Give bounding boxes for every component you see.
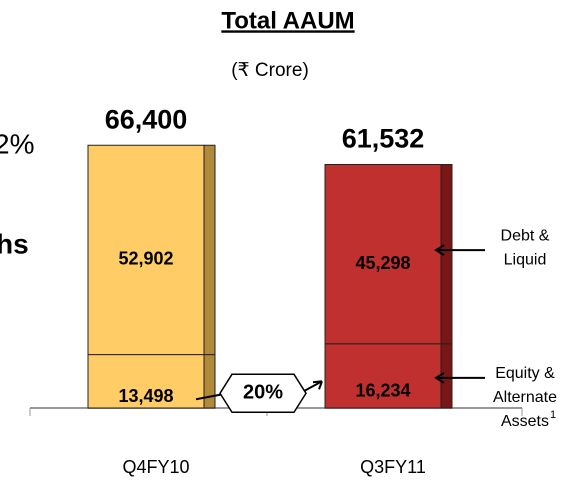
bar-segment bbox=[324, 164, 442, 345]
legend-label: Assets bbox=[501, 413, 549, 430]
chart-title: Total AAUM bbox=[221, 7, 354, 34]
bar-segment bbox=[87, 144, 205, 356]
total-label: 66,400 bbox=[105, 104, 188, 134]
bar-segment bbox=[324, 343, 442, 409]
bar-side bbox=[440, 343, 453, 409]
total-label: 61,532 bbox=[342, 124, 425, 154]
footnote-mark: 1 bbox=[550, 409, 556, 421]
value-label: 52,902 bbox=[118, 249, 173, 269]
bar-side bbox=[203, 354, 216, 409]
cropped-text: 2% bbox=[0, 128, 34, 159]
value-label: 16,234 bbox=[355, 381, 410, 401]
category-label: Q4FY10 bbox=[122, 457, 189, 477]
bar-side bbox=[203, 144, 216, 356]
value-label: 13,498 bbox=[118, 386, 173, 406]
arrow bbox=[434, 372, 485, 384]
growth-label: 20% bbox=[243, 382, 283, 404]
chart-subtitle: (₹ Crore) bbox=[231, 60, 309, 81]
value-label: 45,298 bbox=[355, 253, 410, 273]
category-label: Q3FY11 bbox=[360, 457, 426, 477]
cropped-text: hs bbox=[0, 228, 29, 259]
legend-label: Equity & bbox=[495, 365, 555, 382]
legend-label: Alternate bbox=[493, 389, 557, 406]
bar-segment bbox=[87, 354, 205, 409]
legend-label: Debt & bbox=[501, 227, 550, 244]
arrow bbox=[434, 244, 485, 256]
badge bbox=[219, 373, 307, 414]
legend-label: Liquid bbox=[504, 251, 547, 268]
